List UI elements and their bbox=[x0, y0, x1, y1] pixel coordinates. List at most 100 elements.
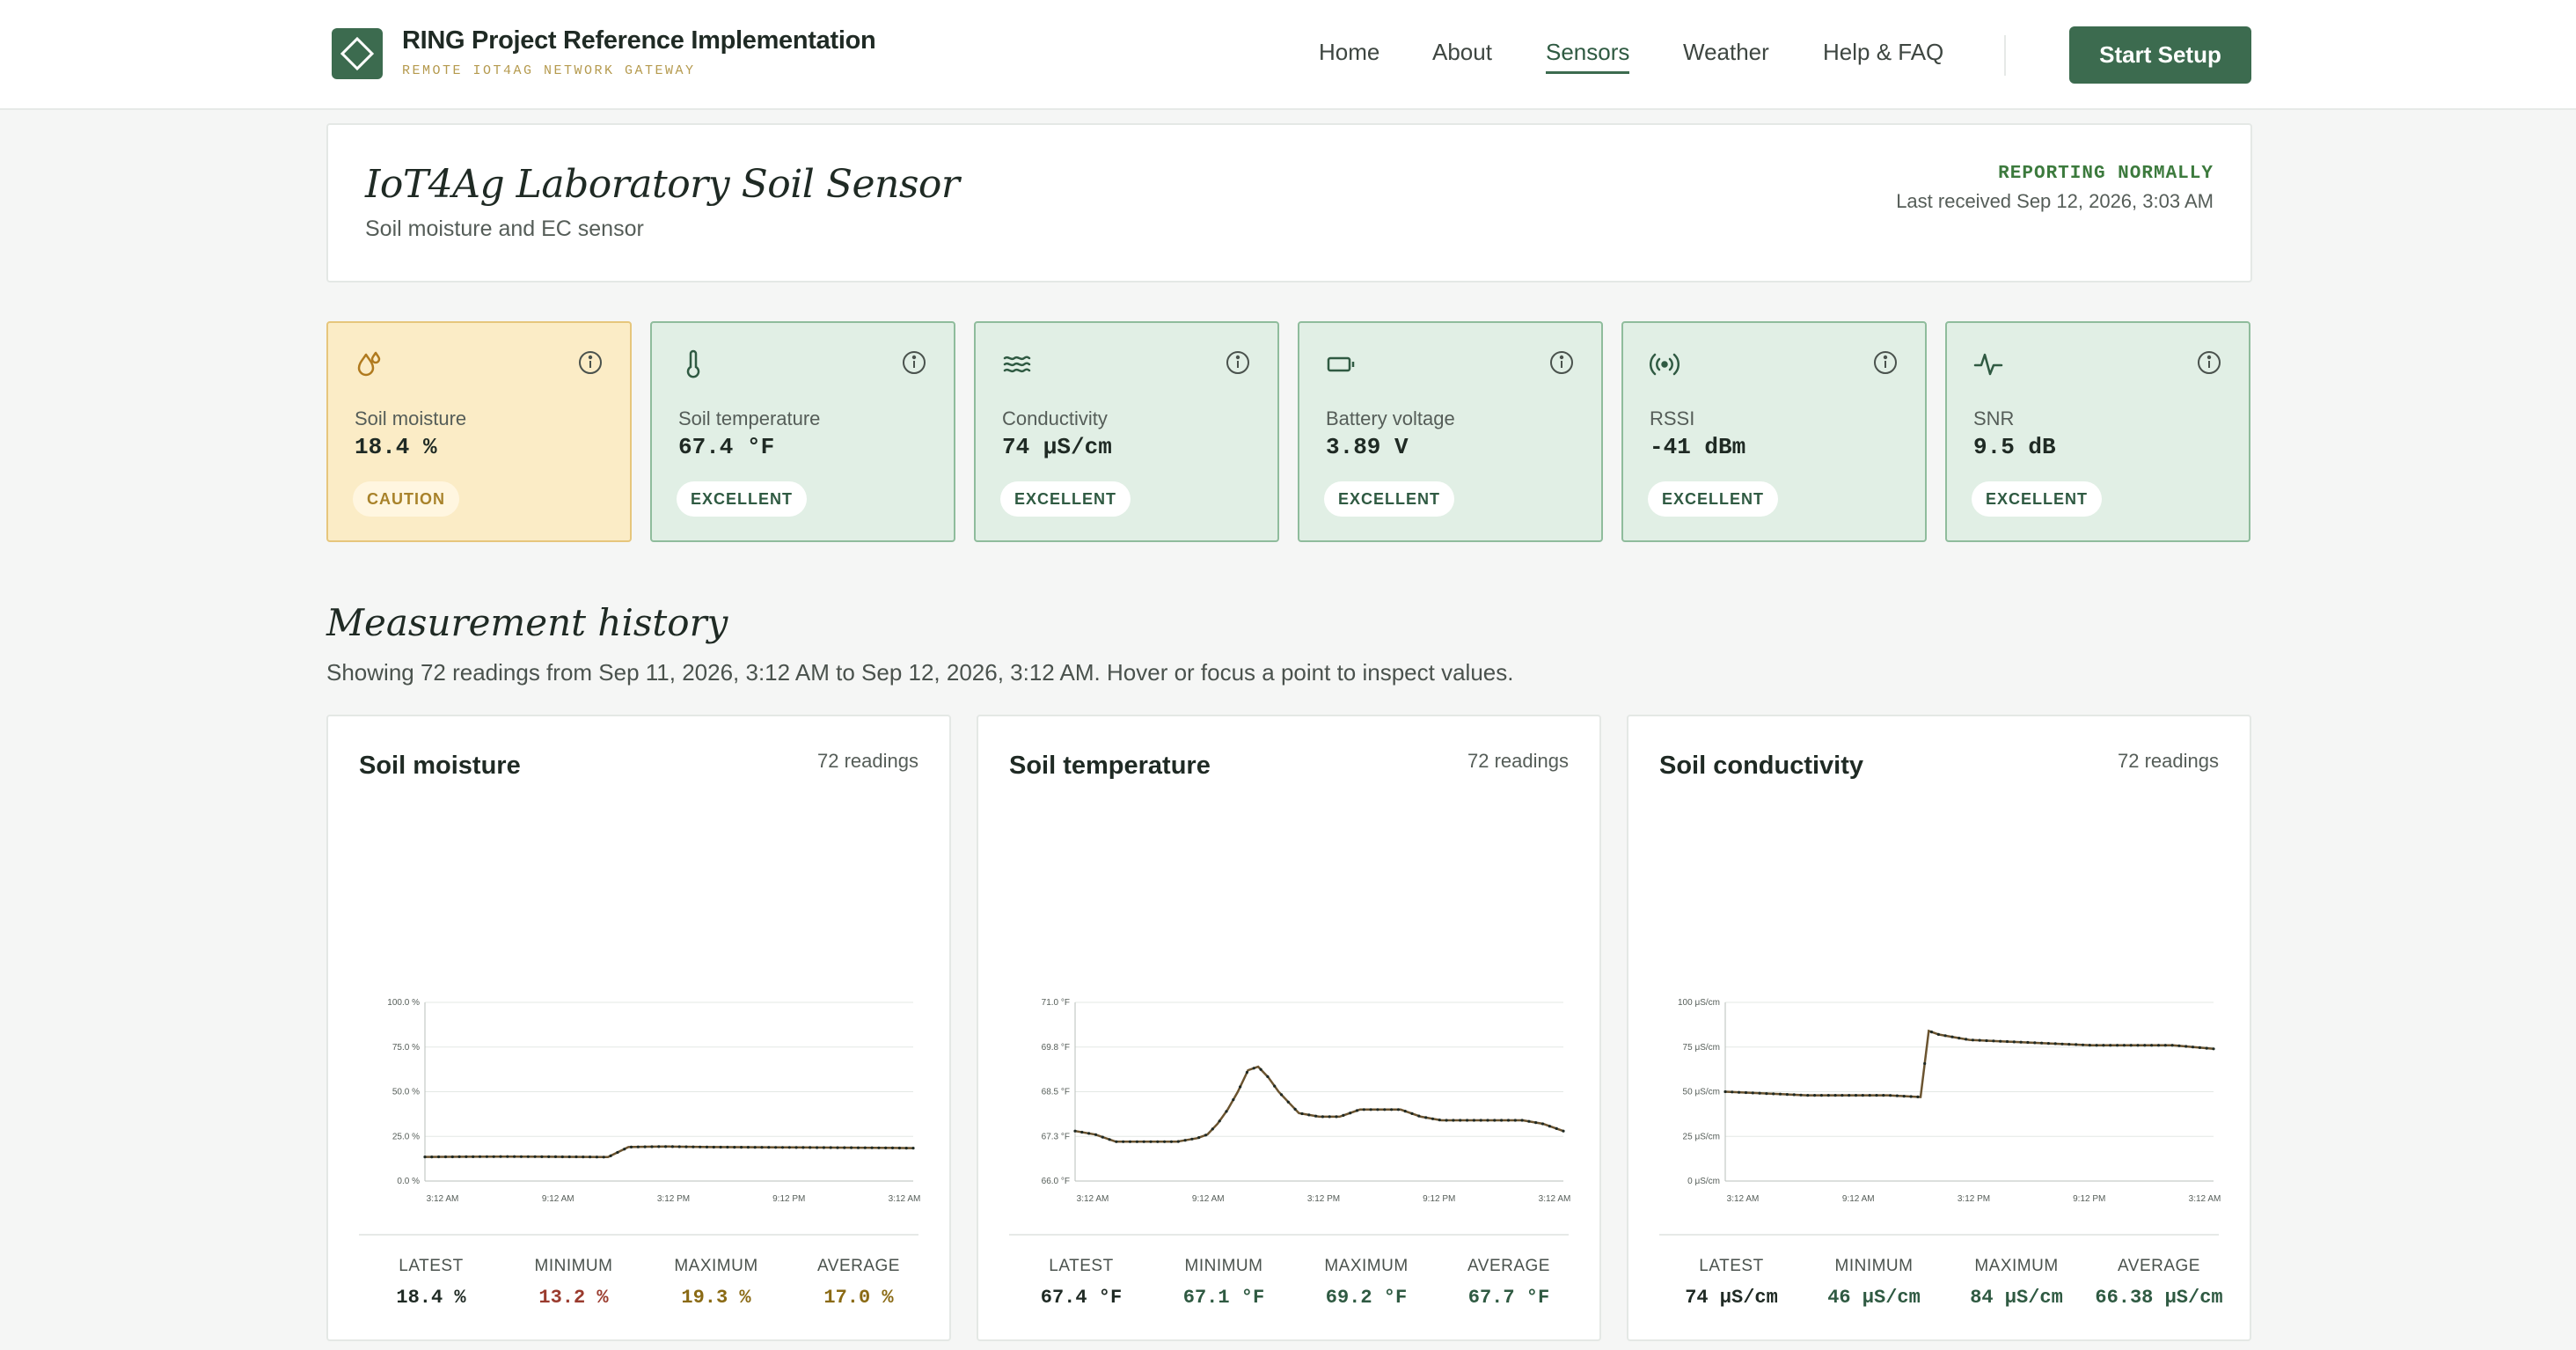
data-point[interactable] bbox=[719, 1145, 722, 1149]
data-point[interactable] bbox=[1355, 1109, 1359, 1112]
data-point[interactable] bbox=[2170, 1044, 2174, 1047]
data-point[interactable] bbox=[780, 1146, 785, 1149]
metric-card-rssi[interactable]: RSSI -41 dBm EXCELLENT bbox=[1621, 321, 1927, 542]
data-point[interactable] bbox=[423, 1156, 427, 1159]
data-point[interactable] bbox=[1778, 1092, 1782, 1096]
data-point[interactable] bbox=[1562, 1129, 1565, 1133]
data-point[interactable] bbox=[465, 1155, 468, 1158]
data-point[interactable] bbox=[1183, 1139, 1187, 1142]
data-point[interactable] bbox=[1403, 1110, 1407, 1113]
data-point[interactable] bbox=[1854, 1094, 1858, 1097]
data-point[interactable] bbox=[863, 1146, 867, 1149]
data-point[interactable] bbox=[897, 1146, 901, 1150]
data-point[interactable] bbox=[2095, 1044, 2098, 1047]
data-point[interactable] bbox=[801, 1146, 805, 1149]
data-point[interactable] bbox=[1307, 1113, 1311, 1117]
data-point[interactable] bbox=[1813, 1094, 1817, 1097]
data-point[interactable] bbox=[2012, 1040, 2016, 1044]
data-point[interactable] bbox=[2205, 1046, 2208, 1050]
data-point[interactable] bbox=[1211, 1127, 1214, 1131]
data-point[interactable] bbox=[2129, 1044, 2133, 1047]
data-point[interactable] bbox=[794, 1146, 798, 1149]
metric-card-soil-temperature[interactable]: Soil temperature 67.4 °F EXCELLENT bbox=[650, 321, 955, 542]
data-point[interactable] bbox=[1204, 1134, 1208, 1137]
data-point[interactable] bbox=[1513, 1119, 1517, 1122]
data-point[interactable] bbox=[499, 1155, 502, 1158]
data-point[interactable] bbox=[1073, 1129, 1077, 1133]
data-point[interactable] bbox=[1929, 1031, 1934, 1034]
data-point[interactable] bbox=[1848, 1094, 1851, 1097]
data-point[interactable] bbox=[1417, 1114, 1421, 1118]
data-point[interactable] bbox=[712, 1145, 715, 1149]
data-point[interactable] bbox=[1841, 1094, 1844, 1097]
data-point[interactable] bbox=[2075, 1043, 2078, 1046]
data-point[interactable] bbox=[506, 1155, 509, 1158]
data-point[interactable] bbox=[1266, 1075, 1270, 1078]
data-point[interactable] bbox=[657, 1145, 661, 1148]
data-point[interactable] bbox=[2067, 1043, 2071, 1046]
data-point[interactable] bbox=[1128, 1140, 1132, 1143]
data-point[interactable] bbox=[582, 1156, 585, 1159]
data-point[interactable] bbox=[911, 1147, 915, 1150]
data-point[interactable] bbox=[1868, 1094, 1871, 1097]
data-point[interactable] bbox=[602, 1156, 605, 1159]
data-point[interactable] bbox=[1349, 1112, 1352, 1115]
data-point[interactable] bbox=[816, 1146, 819, 1149]
data-point[interactable] bbox=[1923, 1061, 1927, 1066]
data-point[interactable] bbox=[884, 1146, 888, 1149]
data-point[interactable] bbox=[1792, 1093, 1796, 1097]
data-point[interactable] bbox=[1826, 1094, 1830, 1097]
data-point[interactable] bbox=[1259, 1068, 1262, 1071]
data-point[interactable] bbox=[1486, 1119, 1489, 1122]
data-point[interactable] bbox=[1300, 1112, 1304, 1116]
data-point[interactable] bbox=[1190, 1137, 1194, 1141]
line-chart[interactable]: 66.0 °F 67.3 °F 68.5 °F 69.8 °F 71.0 °F 3:12 … bbox=[1009, 884, 1572, 1218]
data-point[interactable] bbox=[692, 1145, 695, 1148]
data-point[interactable] bbox=[1540, 1122, 1545, 1126]
data-point[interactable] bbox=[1080, 1130, 1084, 1134]
data-point[interactable] bbox=[2184, 1045, 2188, 1048]
data-point[interactable] bbox=[547, 1155, 551, 1158]
data-point[interactable] bbox=[2156, 1044, 2161, 1047]
data-point[interactable] bbox=[1520, 1119, 1524, 1122]
data-point[interactable] bbox=[1149, 1140, 1153, 1143]
data-point[interactable] bbox=[1239, 1085, 1242, 1089]
data-point[interactable] bbox=[787, 1146, 791, 1149]
info-icon[interactable] bbox=[1548, 349, 1575, 380]
data-point[interactable] bbox=[1383, 1108, 1387, 1112]
data-point[interactable] bbox=[478, 1155, 482, 1158]
data-point[interactable] bbox=[2033, 1041, 2037, 1045]
data-point[interactable] bbox=[2102, 1044, 2105, 1047]
data-point[interactable] bbox=[2019, 1040, 2023, 1044]
data-point[interactable] bbox=[670, 1145, 674, 1148]
data-point[interactable] bbox=[1472, 1119, 1475, 1122]
data-point[interactable] bbox=[2143, 1044, 2147, 1047]
data-point[interactable] bbox=[1245, 1070, 1248, 1075]
data-point[interactable] bbox=[774, 1146, 778, 1149]
data-point[interactable] bbox=[1819, 1094, 1823, 1097]
data-point[interactable] bbox=[1799, 1093, 1803, 1097]
nav-about[interactable]: About bbox=[1432, 39, 1492, 65]
data-point[interactable] bbox=[1232, 1098, 1235, 1102]
data-point[interactable] bbox=[1335, 1115, 1338, 1119]
data-point[interactable] bbox=[1785, 1093, 1789, 1097]
data-point[interactable] bbox=[1410, 1112, 1414, 1115]
data-point[interactable] bbox=[1197, 1136, 1201, 1140]
data-point[interactable] bbox=[616, 1150, 619, 1155]
info-icon[interactable] bbox=[577, 349, 604, 380]
data-point[interactable] bbox=[2116, 1044, 2119, 1047]
data-point[interactable] bbox=[1396, 1108, 1400, 1112]
data-point[interactable] bbox=[553, 1155, 558, 1158]
data-point[interactable] bbox=[1135, 1140, 1138, 1143]
data-point[interactable] bbox=[1101, 1135, 1104, 1139]
data-point[interactable] bbox=[1861, 1094, 1864, 1097]
data-point[interactable] bbox=[457, 1155, 461, 1158]
data-point[interactable] bbox=[1328, 1115, 1331, 1119]
data-point[interactable] bbox=[430, 1156, 434, 1159]
data-point[interactable] bbox=[1965, 1038, 1968, 1041]
data-point[interactable] bbox=[2191, 1046, 2195, 1049]
data-point[interactable] bbox=[684, 1145, 688, 1148]
data-point[interactable] bbox=[1122, 1140, 1125, 1143]
data-point[interactable] bbox=[1902, 1095, 1906, 1098]
data-point[interactable] bbox=[2109, 1044, 2112, 1047]
